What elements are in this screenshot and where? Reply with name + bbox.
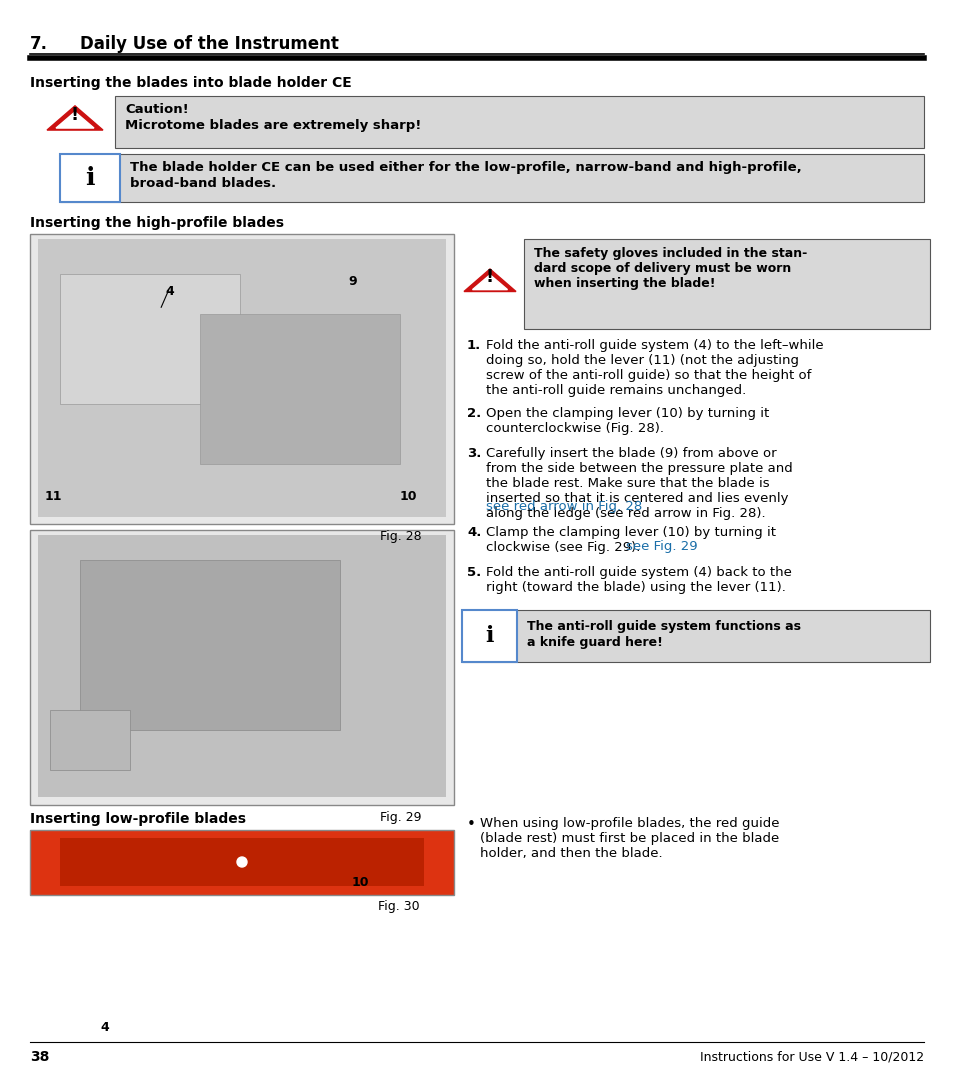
Text: The blade holder CE can be used either for the low-profile, narrow-band and high: The blade holder CE can be used either f…: [130, 161, 801, 174]
Text: Fig. 29: Fig. 29: [379, 811, 421, 824]
Text: The safety gloves included in the stan-
dard scope of delivery must be worn
when: The safety gloves included in the stan- …: [534, 247, 806, 291]
Bar: [523, 239, 929, 329]
Text: 10: 10: [399, 490, 417, 503]
Text: !: !: [485, 268, 494, 285]
Text: !: !: [71, 106, 79, 124]
Polygon shape: [472, 274, 507, 289]
Bar: [461, 610, 517, 662]
Text: Inserting low-profile blades: Inserting low-profile blades: [30, 812, 246, 826]
Bar: [60, 274, 240, 404]
Bar: [60, 838, 423, 886]
Text: a knife guard here!: a knife guard here!: [526, 636, 662, 649]
Bar: [30, 831, 454, 895]
Text: i: i: [85, 166, 94, 190]
Text: When using low-profile blades, the red guide
(blade rest) must first be placed i: When using low-profile blades, the red g…: [479, 816, 779, 860]
Bar: [30, 234, 454, 524]
Polygon shape: [47, 106, 103, 130]
Text: i: i: [484, 625, 493, 647]
Text: 7.: 7.: [30, 35, 48, 53]
Bar: [60, 154, 923, 202]
Text: 11: 11: [45, 490, 63, 503]
Text: Clamp the clamping lever (10) by turning it
clockwise (see Fig. 29).: Clamp the clamping lever (10) by turning…: [485, 526, 775, 554]
Text: Fig. 30: Fig. 30: [377, 900, 419, 913]
Bar: [38, 239, 446, 517]
Bar: [80, 561, 339, 730]
Text: The anti-roll guide system functions as: The anti-roll guide system functions as: [526, 620, 801, 633]
Text: 9: 9: [348, 275, 356, 288]
Bar: [200, 314, 399, 464]
Text: 5.: 5.: [467, 566, 480, 579]
Text: 10: 10: [352, 876, 369, 889]
Text: Fold the anti-roll guide system (4) back to the
right (toward the blade) using t: Fold the anti-roll guide system (4) back…: [485, 566, 791, 594]
Text: Caution!: Caution!: [125, 103, 189, 116]
Text: Fig. 28: Fig. 28: [379, 530, 421, 543]
Text: Fold the anti-roll guide system (4) to the left–while
doing so, hold the lever (: Fold the anti-roll guide system (4) to t…: [485, 339, 822, 397]
Text: 4: 4: [165, 285, 173, 298]
Text: 3.: 3.: [467, 447, 481, 460]
Text: 38: 38: [30, 1050, 50, 1064]
Bar: [115, 96, 923, 148]
Text: broad-band blades.: broad-band blades.: [130, 177, 275, 190]
Polygon shape: [463, 269, 516, 292]
Bar: [60, 154, 120, 202]
Polygon shape: [56, 112, 94, 129]
Text: see red arrow in Fig. 28: see red arrow in Fig. 28: [485, 500, 641, 513]
Text: Inserting the high-profile blades: Inserting the high-profile blades: [30, 216, 284, 230]
Text: Microtome blades are extremely sharp!: Microtome blades are extremely sharp!: [125, 119, 421, 132]
Text: Inserting the blades into blade holder CE: Inserting the blades into blade holder C…: [30, 76, 352, 90]
Circle shape: [236, 858, 247, 867]
Text: 1.: 1.: [467, 339, 480, 352]
Bar: [461, 610, 929, 662]
Text: Carefully insert the blade (9) from above or
from the side between the pressure : Carefully insert the blade (9) from abov…: [485, 447, 792, 519]
Bar: [50, 710, 130, 770]
Text: Open the clamping lever (10) by turning it
counterclockwise (Fig. 28).: Open the clamping lever (10) by turning …: [485, 407, 768, 435]
Text: Daily Use of the Instrument: Daily Use of the Instrument: [80, 35, 338, 53]
Text: 4.: 4.: [467, 526, 481, 539]
Text: •: •: [467, 816, 476, 832]
Text: 2.: 2.: [467, 407, 480, 420]
Text: see Fig. 29: see Fig. 29: [625, 540, 697, 553]
Text: Instructions for Use V 1.4 – 10/2012: Instructions for Use V 1.4 – 10/2012: [700, 1050, 923, 1063]
Text: 4: 4: [100, 1021, 109, 1034]
Bar: [38, 535, 446, 797]
Bar: [30, 530, 454, 805]
